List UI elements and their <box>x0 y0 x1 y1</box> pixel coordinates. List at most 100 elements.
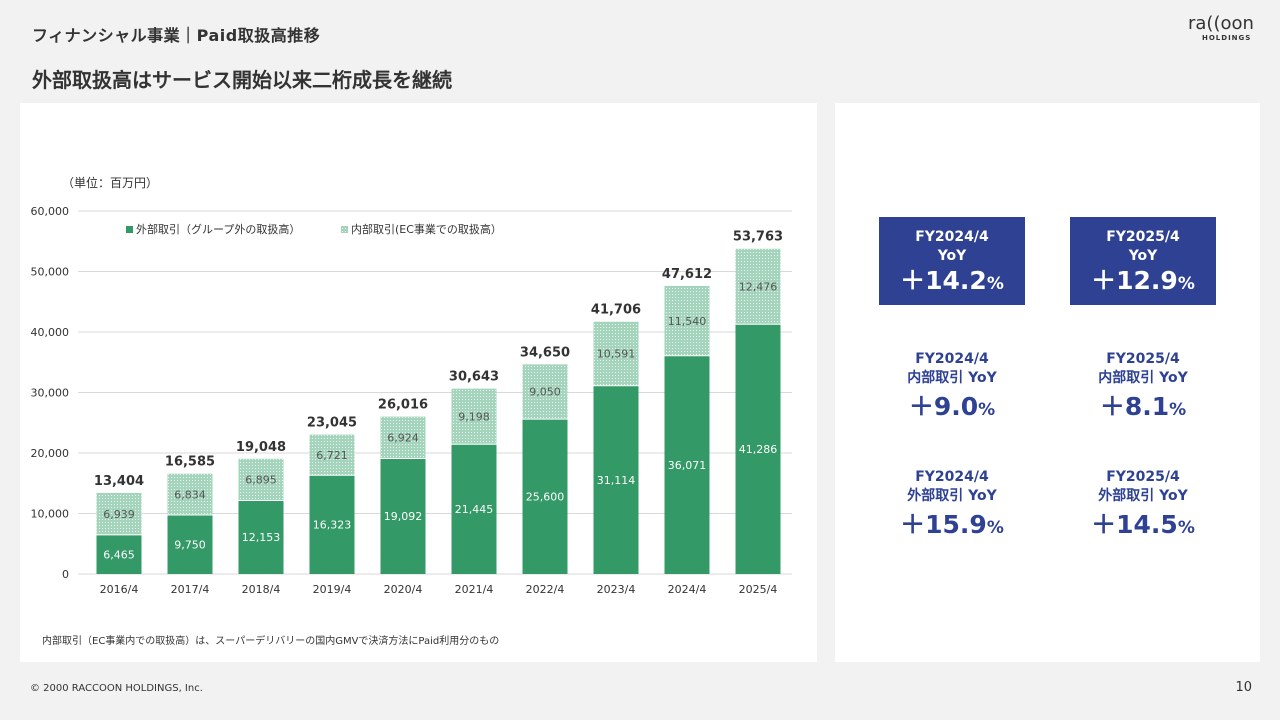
x-tick-label: 2020/4 <box>384 583 423 596</box>
kpi-percent: % <box>1177 274 1195 294</box>
chart-unit-label: （単位：百万円） <box>62 176 159 190</box>
kpi-value: ＋8.1% <box>1058 388 1228 429</box>
legend-swatch-internal <box>341 226 348 233</box>
data-label-external: 25,600 <box>526 491 565 504</box>
data-label-internal: 6,834 <box>174 488 206 501</box>
kpi-sign: ＋ <box>908 392 934 421</box>
kpi-sign: ＋ <box>1091 510 1117 539</box>
x-tick-label: 2019/4 <box>313 583 352 596</box>
bar-internal <box>664 285 710 356</box>
bar-external <box>593 385 639 574</box>
data-label-external: 6,465 <box>103 548 135 561</box>
kpi-value: ＋15.9% <box>867 506 1037 547</box>
x-tick-label: 2017/4 <box>171 583 210 596</box>
y-tick-label: 30,000 <box>31 387 70 400</box>
bar-internal <box>380 416 426 459</box>
kpi-sign: ＋ <box>900 266 926 295</box>
y-tick-label: 40,000 <box>31 326 70 339</box>
data-label-external: 36,071 <box>668 459 707 472</box>
bar-external <box>522 419 568 574</box>
data-label-total: 19,048 <box>236 440 286 455</box>
bar-internal <box>522 364 568 420</box>
data-label-internal: 9,050 <box>529 386 561 399</box>
kpi-number: 14.5 <box>1116 510 1178 539</box>
data-label-internal: 6,721 <box>316 449 348 462</box>
bar-internal <box>167 473 213 516</box>
kpi-label: 外部取引 YoY <box>1098 488 1188 504</box>
logo-subtext: HOLDINGS <box>1202 34 1252 42</box>
kpi-number: 12.9 <box>1116 266 1178 295</box>
kpi-period: FY2024/4 <box>915 229 989 245</box>
data-label-external: 16,323 <box>313 519 352 532</box>
kpi-number: 9.0 <box>933 392 979 421</box>
y-tick-label: 10,000 <box>31 508 70 521</box>
kpi-box-fy2024-yoy: FY2024/4 YoY ＋14.2% <box>879 217 1025 305</box>
data-label-total: 30,643 <box>449 370 499 385</box>
data-label-external: 12,153 <box>242 531 281 544</box>
kpi-sign: ＋ <box>1099 392 1125 421</box>
kpi-number: 14.2 <box>925 266 987 295</box>
data-label-external: 41,286 <box>739 443 778 456</box>
bar-external <box>309 475 355 574</box>
data-label-internal: 6,895 <box>245 474 277 487</box>
kpi-value: ＋12.9% <box>1070 266 1216 299</box>
data-label-internal: 11,540 <box>668 315 707 328</box>
bar-external <box>380 458 426 574</box>
x-tick-label: 2016/4 <box>100 583 139 596</box>
kpi-label: 内部取引 YoY <box>907 370 997 386</box>
legend-label-external: 外部取引（グループ外の取扱高） <box>136 222 300 236</box>
kpi-period: FY2025/4 <box>1106 351 1180 367</box>
kpi-sign: ＋ <box>1091 266 1117 295</box>
data-label-internal: 6,939 <box>103 508 135 521</box>
x-tick-label: 2025/4 <box>739 583 778 596</box>
kpi-period: FY2024/4 <box>915 351 989 367</box>
kpi-value: ＋14.5% <box>1058 506 1228 547</box>
kpi-number: 15.9 <box>925 510 987 539</box>
kpi-internal-fy2025: FY2025/4 内部取引 YoY ＋8.1% <box>1058 350 1228 429</box>
kpi-percent: % <box>978 400 996 420</box>
kpi-label: YoY <box>1128 248 1158 264</box>
kpi-box-fy2025-yoy: FY2025/4 YoY ＋12.9% <box>1070 217 1216 305</box>
data-label-external: 19,092 <box>384 510 423 523</box>
bar-internal <box>309 434 355 476</box>
data-label-total: 41,706 <box>591 303 641 318</box>
kpi-label: 内部取引 YoY <box>1098 370 1188 386</box>
data-label-external: 31,114 <box>597 474 636 487</box>
bar-external <box>664 355 710 574</box>
page-headline: 外部取扱高はサービス開始以来二桁成長を継続 <box>32 68 452 92</box>
data-label-total: 13,404 <box>94 474 144 489</box>
kpi-external-fy2024: FY2024/4 外部取引 YoY ＋15.9% <box>867 468 1037 547</box>
logo-wordmark: ra((oon <box>1188 13 1254 34</box>
data-label-total: 53,763 <box>733 230 783 245</box>
bar-external <box>96 534 142 574</box>
bar-internal <box>238 458 284 501</box>
data-label-internal: 12,476 <box>739 280 778 293</box>
kpi-panel <box>835 103 1260 662</box>
page-number: 10 <box>1235 680 1252 695</box>
data-label-total: 34,650 <box>520 345 570 360</box>
bar-internal <box>96 492 142 535</box>
kpi-percent: % <box>1169 400 1187 420</box>
bar-internal <box>735 248 781 325</box>
x-tick-label: 2021/4 <box>455 583 494 596</box>
kpi-external-fy2025: FY2025/4 外部取引 YoY ＋14.5% <box>1058 468 1228 547</box>
data-label-external: 21,445 <box>455 503 494 516</box>
company-logo: ra((oon HOLDINGS <box>1188 14 1268 48</box>
kpi-percent: % <box>1177 518 1195 538</box>
data-label-external: 9,750 <box>174 539 206 552</box>
data-label-total: 26,016 <box>378 398 428 413</box>
bar-external <box>735 324 781 574</box>
kpi-internal-fy2024: FY2024/4 内部取引 YoY ＋9.0% <box>867 350 1037 429</box>
data-label-total: 16,585 <box>165 455 215 470</box>
page-section-title: フィナンシャル事業｜Paid取扱高推移 <box>32 26 321 45</box>
kpi-number: 8.1 <box>1124 392 1170 421</box>
x-tick-label: 2022/4 <box>526 583 565 596</box>
data-label-internal: 10,591 <box>597 348 636 361</box>
bar-external <box>238 500 284 574</box>
y-tick-label: 0 <box>62 568 69 581</box>
bar-internal <box>451 388 497 445</box>
bar-external <box>451 444 497 574</box>
kpi-sign: ＋ <box>900 510 926 539</box>
y-tick-label: 60,000 <box>31 205 70 218</box>
